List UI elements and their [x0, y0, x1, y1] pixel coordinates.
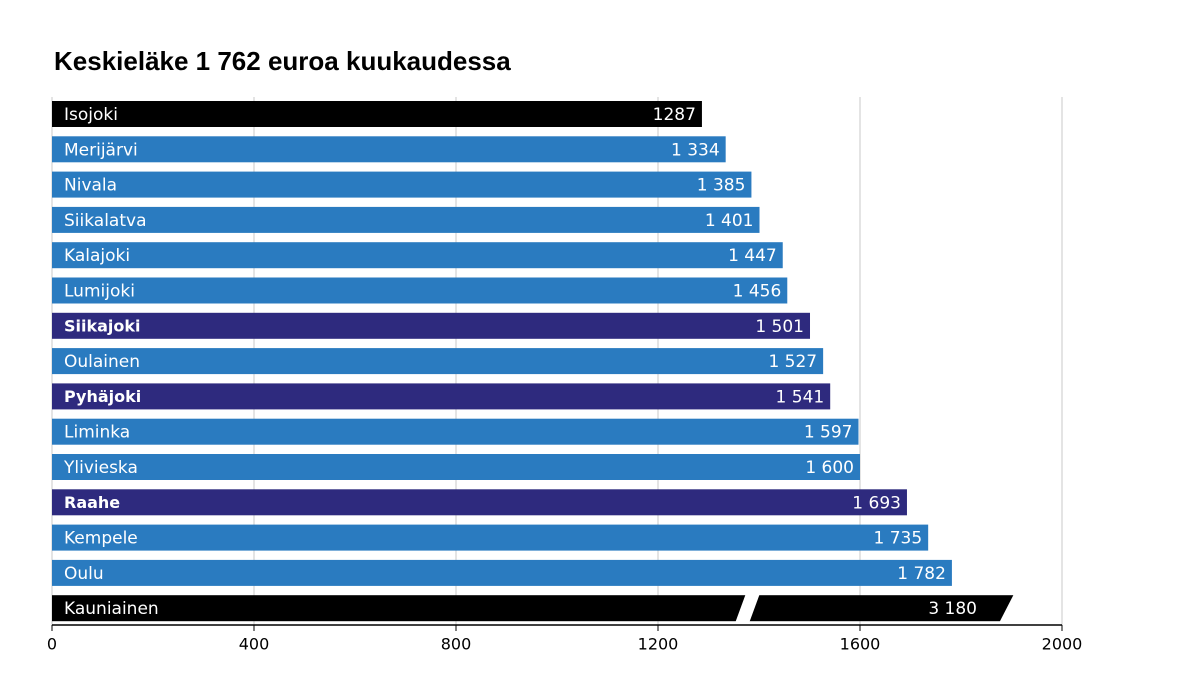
bar [52, 524, 929, 551]
bar-group [52, 206, 760, 233]
category-label: Isojoki [64, 105, 118, 125]
bar-group [52, 559, 952, 586]
value-label: 3 180 [928, 599, 977, 619]
category-label: Kalajoki [64, 246, 130, 266]
value-label: 1287 [653, 105, 696, 125]
category-label: Kauniainen [64, 599, 159, 619]
bar-group [52, 171, 752, 198]
value-label: 1 541 [776, 387, 825, 407]
axis-break [735, 593, 760, 624]
value-label: 1 501 [755, 317, 804, 337]
value-label: 1 527 [768, 352, 817, 372]
value-label: 1 693 [852, 493, 901, 513]
value-label: 1 600 [805, 458, 854, 478]
bar [52, 101, 702, 127]
bar-group [52, 277, 788, 304]
bar [52, 348, 824, 375]
bar [52, 171, 752, 198]
bar [52, 559, 952, 586]
category-label: Kempele [64, 529, 138, 549]
bar-group [52, 312, 811, 339]
chart-title: Keskieläke 1 762 euroa kuukaudessa [54, 46, 511, 76]
category-label: Pyhäjoki [64, 387, 141, 406]
bar [52, 277, 788, 304]
value-label: 1 456 [733, 282, 782, 302]
bar-group [52, 454, 860, 480]
x-tick-label: 2000 [1042, 635, 1083, 654]
value-label: 1 385 [697, 176, 746, 196]
bar [52, 418, 859, 445]
bar-group [52, 136, 726, 163]
bar [52, 489, 907, 516]
bar-group [52, 101, 702, 127]
bar [52, 383, 831, 410]
bar-group [52, 595, 1016, 622]
category-label: Lumijoki [64, 282, 135, 302]
x-tick-label: 1200 [638, 635, 679, 654]
category-label: Oulainen [64, 352, 140, 372]
bar [52, 242, 783, 269]
value-label: 1 447 [728, 246, 777, 266]
category-label: Liminka [64, 423, 130, 443]
bar [52, 595, 1016, 622]
category-label: Oulu [64, 564, 104, 584]
value-label: 1 334 [671, 140, 720, 160]
category-label: Siikalatva [64, 211, 147, 231]
bar-group [52, 383, 831, 410]
bar [52, 136, 726, 163]
x-tick-label: 1600 [840, 635, 881, 654]
bar-group [52, 242, 783, 269]
x-tick-label: 0 [47, 635, 57, 654]
category-label: Siikajoki [64, 316, 141, 335]
bar [52, 206, 760, 233]
value-label: 1 597 [804, 423, 853, 443]
bar-group [52, 348, 824, 375]
bar-group [52, 418, 859, 445]
category-label: Ylivieska [63, 458, 138, 478]
category-label: Raahe [64, 493, 120, 512]
x-tick-label: 400 [239, 635, 270, 654]
bar [52, 454, 860, 480]
x-tick-label: 800 [441, 635, 472, 654]
bar-group [52, 524, 929, 551]
value-label: 1 401 [705, 211, 754, 231]
category-label: Merijärvi [64, 140, 138, 160]
value-label: 1 735 [874, 529, 923, 549]
category-label: Nivala [64, 176, 117, 196]
bar-group [52, 489, 907, 516]
value-label: 1 782 [897, 564, 946, 584]
bar [52, 312, 811, 339]
